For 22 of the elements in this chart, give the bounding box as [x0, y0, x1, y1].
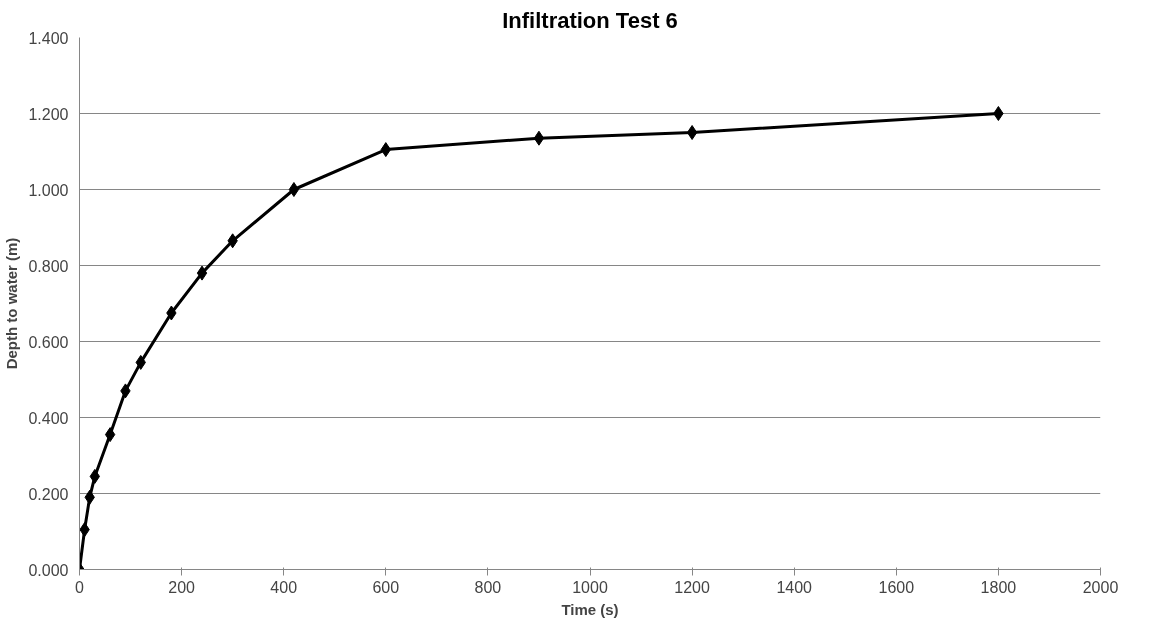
x-tick-label: 1200 — [674, 578, 710, 596]
y-tick-label: 0.800 — [28, 257, 69, 275]
y-tick-label: 1.000 — [28, 181, 69, 199]
x-axis-title: Time (s) — [561, 600, 619, 618]
y-tick-label: 0.000 — [28, 561, 69, 579]
y-axis-title: Depth to water (m) — [3, 237, 21, 370]
y-tick-label: 0.600 — [28, 333, 69, 351]
x-tick-label: 200 — [168, 578, 196, 596]
x-tick-label: 1400 — [776, 578, 813, 596]
y-tick-label: 1.400 — [28, 29, 69, 47]
y-tick-label: 0.200 — [28, 485, 69, 503]
x-tick-label: 400 — [270, 578, 298, 596]
x-tick-label: 800 — [474, 578, 502, 596]
y-tick-label: 0.400 — [28, 409, 69, 427]
x-tick-label: 0 — [75, 578, 85, 596]
y-tick-label: 1.200 — [28, 105, 69, 123]
x-tick-label: 2000 — [1082, 578, 1119, 596]
x-tick-label: 1800 — [980, 578, 1017, 596]
x-tick-label: 1600 — [878, 578, 915, 596]
x-tick-label: 600 — [372, 578, 400, 596]
chart-title: Infiltration Test 6 — [502, 7, 678, 33]
x-tick-label: 1000 — [572, 578, 608, 596]
